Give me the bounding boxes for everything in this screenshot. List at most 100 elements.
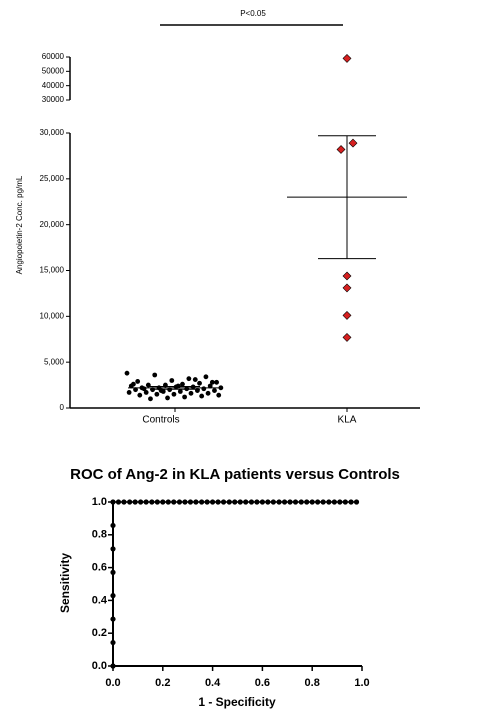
y-tick-label: 50000 (42, 66, 65, 75)
roc-point (309, 499, 315, 505)
roc-point (287, 499, 293, 505)
roc-point (160, 499, 166, 505)
y-tick-label: 30000 (42, 95, 65, 104)
point (203, 374, 209, 380)
point (197, 380, 202, 386)
roc-point (259, 499, 265, 505)
roc-point (276, 499, 282, 505)
y-tick-label: 0.6 (92, 562, 107, 574)
point (192, 377, 198, 382)
point (177, 389, 183, 394)
roc-line (112, 501, 357, 666)
point (141, 386, 147, 392)
roc-point (204, 499, 210, 505)
roc-point (110, 663, 116, 669)
roc-point (176, 499, 183, 505)
roc-point (110, 569, 116, 575)
y-tick-label: 0.2 (92, 627, 107, 639)
roc-point (353, 499, 360, 505)
annotation: P<0.05 (240, 9, 266, 18)
point (348, 138, 358, 148)
roc-point (193, 499, 199, 505)
y-axis-label: Sensitivity (58, 553, 72, 613)
point (182, 394, 188, 400)
point (180, 381, 185, 387)
roc-point (342, 499, 348, 505)
point (124, 370, 130, 376)
point (133, 387, 138, 393)
point (165, 395, 170, 401)
roc-point (265, 499, 271, 505)
x-tick-label: 0.6 (255, 677, 270, 689)
point (143, 390, 149, 395)
roc-point (232, 499, 238, 505)
point (188, 390, 194, 396)
roc-point (171, 499, 177, 505)
point (205, 390, 211, 396)
point (145, 382, 151, 388)
point (207, 383, 213, 389)
point (342, 332, 352, 342)
roc-point (337, 499, 343, 505)
point (209, 379, 215, 385)
y-tick-label: 30,000 (40, 128, 65, 137)
roc-point (220, 499, 227, 505)
y-tick-label: 60000 (42, 52, 65, 61)
roc-point (348, 499, 354, 505)
y-tick-label: 0.4 (92, 594, 108, 606)
roc-point (315, 499, 321, 505)
roc-point (326, 499, 332, 505)
roc-point (254, 499, 260, 505)
roc-point (143, 499, 149, 505)
x-tick-label: 0.4 (205, 677, 221, 689)
chart-title: ROC of Ang-2 in KLA patients versus Cont… (70, 466, 400, 483)
roc-point (127, 499, 133, 505)
point (342, 54, 352, 63)
roc-point (210, 499, 216, 505)
x-tick-label: KLA (338, 415, 357, 426)
y-axis-label: Angiopoietin-2 Conc. pg/mL (15, 175, 24, 274)
roc-point (215, 499, 221, 505)
y-tick-label: 0.0 (92, 660, 107, 672)
y-tick-label: 40000 (42, 81, 65, 90)
point (342, 283, 352, 293)
roc-point (298, 499, 304, 505)
roc-point (281, 499, 288, 505)
x-tick-label: 0.2 (155, 677, 170, 689)
x-tick-label: 1.0 (354, 677, 369, 689)
point (135, 379, 141, 384)
y-tick-label: 5,000 (44, 357, 65, 366)
roc-point (149, 499, 155, 505)
x-axis-label: 1 - Specificity (198, 695, 276, 709)
point (186, 376, 192, 382)
y-tick-label: 10,000 (40, 311, 65, 320)
roc-point (154, 499, 160, 505)
point (342, 271, 352, 281)
point (152, 372, 158, 378)
roc-point (110, 499, 116, 505)
point (148, 396, 153, 402)
point (216, 392, 222, 398)
y-tick-label: 25,000 (40, 174, 65, 183)
point (336, 145, 346, 154)
point (212, 388, 217, 393)
roc-point (237, 499, 243, 505)
x-tick-label: 0.8 (305, 677, 320, 689)
point (169, 378, 175, 383)
point (214, 379, 220, 385)
point (137, 392, 143, 398)
roc-point (138, 499, 144, 505)
point (342, 310, 352, 320)
roc-point (115, 499, 122, 505)
roc-point (187, 499, 194, 505)
roc-point (292, 499, 299, 505)
roc-point (331, 499, 337, 505)
roc-point (110, 546, 116, 552)
x-tick-label: 0.0 (105, 677, 120, 689)
roc-point (121, 499, 127, 505)
point (126, 390, 132, 395)
y-tick-label: 0 (60, 403, 65, 412)
roc-point (132, 499, 138, 505)
roc-point (243, 499, 249, 505)
